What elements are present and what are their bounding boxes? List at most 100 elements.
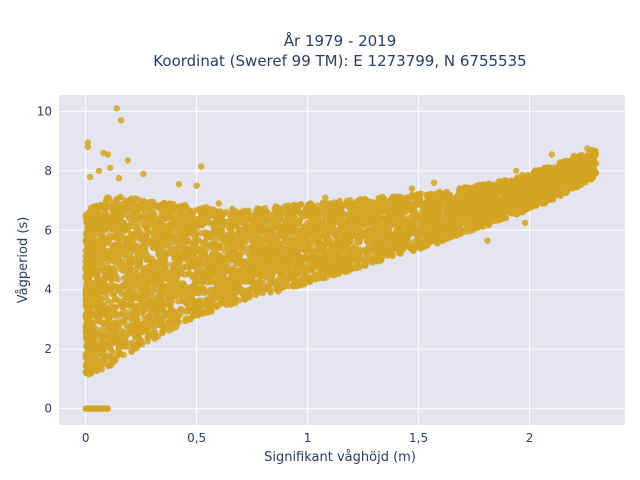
- data-point: [343, 233, 350, 240]
- data-point: [168, 288, 175, 295]
- data-point: [368, 254, 376, 262]
- data-point: [233, 276, 240, 284]
- data-point: [145, 314, 153, 321]
- data-point: [390, 198, 397, 205]
- data-point: [241, 260, 248, 268]
- data-point: [162, 265, 169, 272]
- data-point: [125, 289, 132, 296]
- data-point: [584, 153, 592, 160]
- data-point: [290, 282, 297, 289]
- data-point: [126, 323, 133, 330]
- data-point: [309, 262, 316, 269]
- data-point: [300, 278, 307, 285]
- data-point: [137, 293, 144, 300]
- data-point: [502, 187, 509, 195]
- data-point: [299, 236, 306, 244]
- data-point: [274, 261, 281, 268]
- data-point: [394, 203, 401, 211]
- data-point: [133, 265, 140, 273]
- data-point: [195, 237, 203, 244]
- data-point: [538, 177, 545, 184]
- data-point: [134, 252, 141, 260]
- data-point: [302, 256, 310, 264]
- data-point: [140, 279, 147, 286]
- data-point: [267, 219, 274, 226]
- data-point: [103, 194, 111, 201]
- data-point: [441, 224, 448, 231]
- data-point: [92, 222, 99, 230]
- data-point: [232, 284, 239, 291]
- data-point: [181, 264, 188, 271]
- data-point: [505, 205, 512, 213]
- data-point: [120, 219, 128, 226]
- data-point: [209, 267, 217, 275]
- data-point: [344, 261, 352, 268]
- data-point: [106, 215, 114, 223]
- data-point: [238, 244, 245, 251]
- data-point: [170, 268, 177, 275]
- data-point: [121, 316, 129, 323]
- data-point: [363, 250, 371, 257]
- data-point: [326, 216, 334, 223]
- data-point: [289, 235, 296, 243]
- data-point: [264, 283, 271, 291]
- data-point: [448, 221, 456, 229]
- data-point: [146, 265, 153, 273]
- data-point: [250, 270, 257, 277]
- data-point: [324, 225, 331, 232]
- data-point: [556, 159, 563, 166]
- data-point: [374, 212, 382, 220]
- data-point: [201, 277, 208, 284]
- data-point: [180, 280, 187, 287]
- data-points: [82, 105, 600, 412]
- data-point: [97, 277, 104, 285]
- data-point: [120, 210, 127, 218]
- data-point: [103, 310, 110, 317]
- data-point: [298, 257, 305, 264]
- data-point: [180, 215, 188, 222]
- data-point: [197, 251, 205, 258]
- data-point: [385, 228, 392, 235]
- data-point: [320, 273, 327, 280]
- data-point: [222, 296, 230, 303]
- data-point: [155, 315, 162, 322]
- data-point: [424, 206, 432, 213]
- data-point: [545, 169, 552, 176]
- data-point: [154, 333, 162, 340]
- data-point: [327, 254, 334, 261]
- data-point: [248, 226, 255, 233]
- data-point: [119, 334, 127, 341]
- data-point: [151, 222, 158, 229]
- data-point: [191, 233, 198, 241]
- data-point: [267, 289, 274, 296]
- data-point: [188, 293, 195, 301]
- data-point: [283, 259, 290, 267]
- data-point: [110, 264, 118, 272]
- data-point: [157, 220, 164, 227]
- data-point: [273, 210, 280, 217]
- data-point: [395, 197, 402, 204]
- data-point: [396, 248, 404, 256]
- data-point: [246, 292, 253, 299]
- data-point: [156, 252, 163, 259]
- data-point: [309, 202, 316, 209]
- data-point: [161, 286, 168, 293]
- data-point: [211, 221, 218, 228]
- data-point: [487, 206, 494, 213]
- data-point: [191, 223, 199, 230]
- data-point: [150, 298, 157, 305]
- data-point: [433, 224, 441, 231]
- data-point: [109, 348, 116, 356]
- data-point: [492, 186, 500, 194]
- data-point: [182, 203, 190, 211]
- data-point: [114, 207, 121, 215]
- data-point: [377, 230, 385, 237]
- data-point: [427, 211, 434, 218]
- data-point: [168, 239, 176, 246]
- data-point: [513, 191, 520, 199]
- data-point: [479, 190, 487, 197]
- data-point: [283, 264, 290, 272]
- data-point: [112, 321, 119, 328]
- data-point: [93, 202, 100, 209]
